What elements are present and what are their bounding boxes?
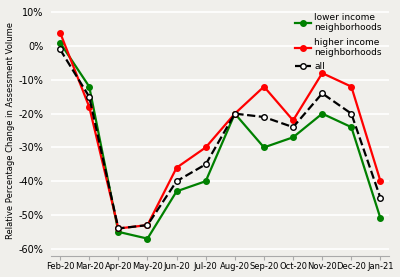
lower income
neighborhoods [291, 136, 296, 139]
lower income
neighborhoods [320, 112, 325, 115]
higher income
neighborhoods [262, 85, 266, 88]
lower income
neighborhoods [262, 146, 266, 149]
lower income
neighborhoods [87, 85, 92, 88]
lower income
neighborhoods [349, 125, 354, 129]
higher income
neighborhoods [87, 105, 92, 109]
all [378, 196, 383, 200]
lower income
neighborhoods [116, 230, 121, 234]
all [349, 112, 354, 115]
Line: lower income
neighborhoods: lower income neighborhoods [57, 40, 383, 241]
higher income
neighborhoods [174, 166, 179, 169]
all [262, 115, 266, 119]
higher income
neighborhoods [232, 112, 237, 115]
all [145, 224, 150, 227]
lower income
neighborhoods [174, 190, 179, 193]
higher income
neighborhoods [145, 224, 150, 227]
Legend: lower income
neighborhoods, higher income
neighborhoods, all: lower income neighborhoods, higher incom… [292, 10, 385, 74]
higher income
neighborhoods [291, 119, 296, 122]
lower income
neighborhoods [145, 237, 150, 240]
higher income
neighborhoods [378, 179, 383, 183]
all [232, 112, 237, 115]
lower income
neighborhoods [378, 217, 383, 220]
all [174, 179, 179, 183]
lower income
neighborhoods [232, 112, 237, 115]
higher income
neighborhoods [58, 31, 62, 34]
all [116, 227, 121, 230]
Line: all: all [57, 47, 383, 231]
higher income
neighborhoods [203, 146, 208, 149]
higher income
neighborhoods [116, 227, 121, 230]
Y-axis label: Relative Percentage Change in Assessment Volume: Relative Percentage Change in Assessment… [6, 22, 14, 239]
higher income
neighborhoods [320, 71, 325, 75]
lower income
neighborhoods [203, 179, 208, 183]
all [320, 92, 325, 95]
all [291, 125, 296, 129]
lower income
neighborhoods [58, 41, 62, 44]
all [58, 48, 62, 51]
Line: higher income
neighborhoods: higher income neighborhoods [57, 30, 383, 231]
higher income
neighborhoods [349, 85, 354, 88]
all [203, 163, 208, 166]
all [87, 95, 92, 98]
